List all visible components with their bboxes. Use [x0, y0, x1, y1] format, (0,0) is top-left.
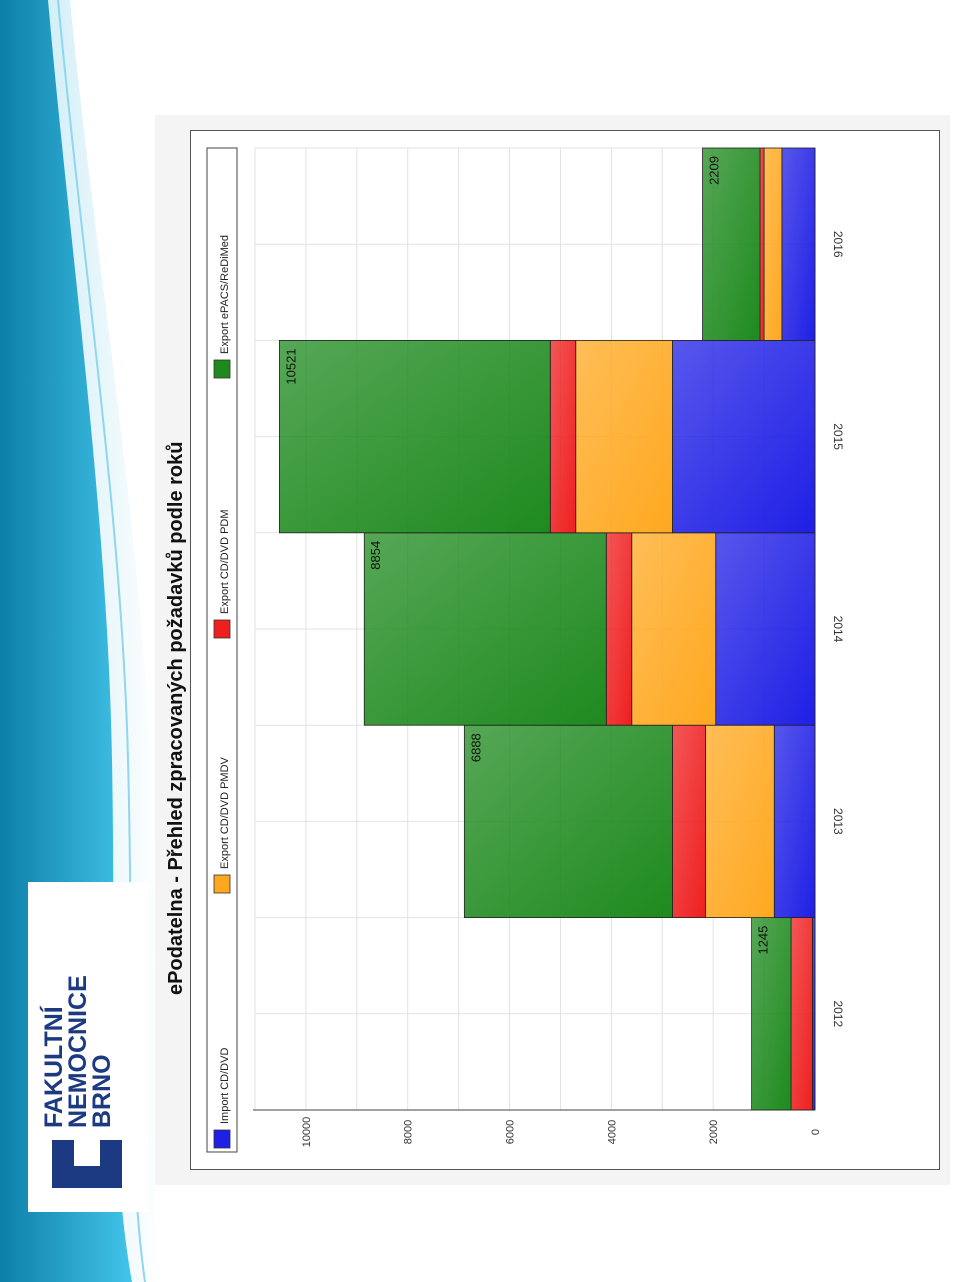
total-label: 8854: [368, 541, 383, 570]
bar-segment: [463, 724, 673, 919]
bar-segment: [702, 147, 761, 341]
total-label: 1245: [756, 926, 771, 955]
x-tick-label: 2014: [831, 616, 845, 643]
y-tick-label: 10000: [301, 1117, 313, 1148]
y-tick-label: 6000: [505, 1120, 517, 1144]
legend-swatch: [213, 619, 231, 639]
x-tick-label: 2015: [831, 423, 845, 450]
legend-swatch: [213, 1129, 231, 1149]
legend-label: Import CD/DVD: [219, 1048, 231, 1124]
bar-segment: [363, 532, 607, 726]
total-label: 10521: [283, 348, 298, 384]
bar-segment: [278, 339, 551, 534]
logo-mark-icon: [52, 1140, 122, 1188]
x-tick-label: 2016: [831, 231, 845, 258]
bar-segment: [773, 724, 816, 919]
bar-segment: [715, 532, 816, 726]
bar-segment: [575, 339, 673, 534]
y-tick-label: 4000: [606, 1120, 618, 1144]
bar-segment: [631, 532, 717, 726]
bar-segment: [781, 147, 816, 341]
x-tick-label: 2013: [831, 808, 845, 835]
bar-segment: [751, 917, 792, 1111]
bar-segment: [605, 532, 633, 726]
x-tick-label: 2012: [831, 1000, 845, 1027]
hospital-logo: FAKULTNÍ NEMOCNICE BRNO: [28, 882, 148, 1212]
bar-segment: [790, 917, 813, 1111]
bar-segment: [705, 724, 775, 919]
chart-title: ePodatelna - Přehled zpracovaných požada…: [165, 442, 187, 995]
legend-label: Export CD/DVD PDM: [219, 509, 231, 614]
legend-box: [206, 147, 238, 1153]
y-tick-label: 0: [810, 1129, 822, 1135]
bar-segment: [549, 339, 577, 534]
total-label: 6888: [468, 733, 483, 762]
bar-segment: [759, 147, 765, 341]
bar-segment: [672, 339, 816, 534]
total-label: 2209: [707, 156, 722, 185]
bar-segment: [672, 724, 706, 919]
y-tick-label: 2000: [708, 1120, 720, 1144]
legend-swatch: [213, 359, 231, 379]
legend-label: Export ePACS/ReDiMed: [219, 235, 231, 354]
y-tick-label: 8000: [403, 1120, 415, 1144]
legend-swatch: [213, 874, 231, 894]
bar-segment: [763, 147, 783, 341]
legend-label: Export CD/DVD PMDV: [219, 756, 231, 869]
